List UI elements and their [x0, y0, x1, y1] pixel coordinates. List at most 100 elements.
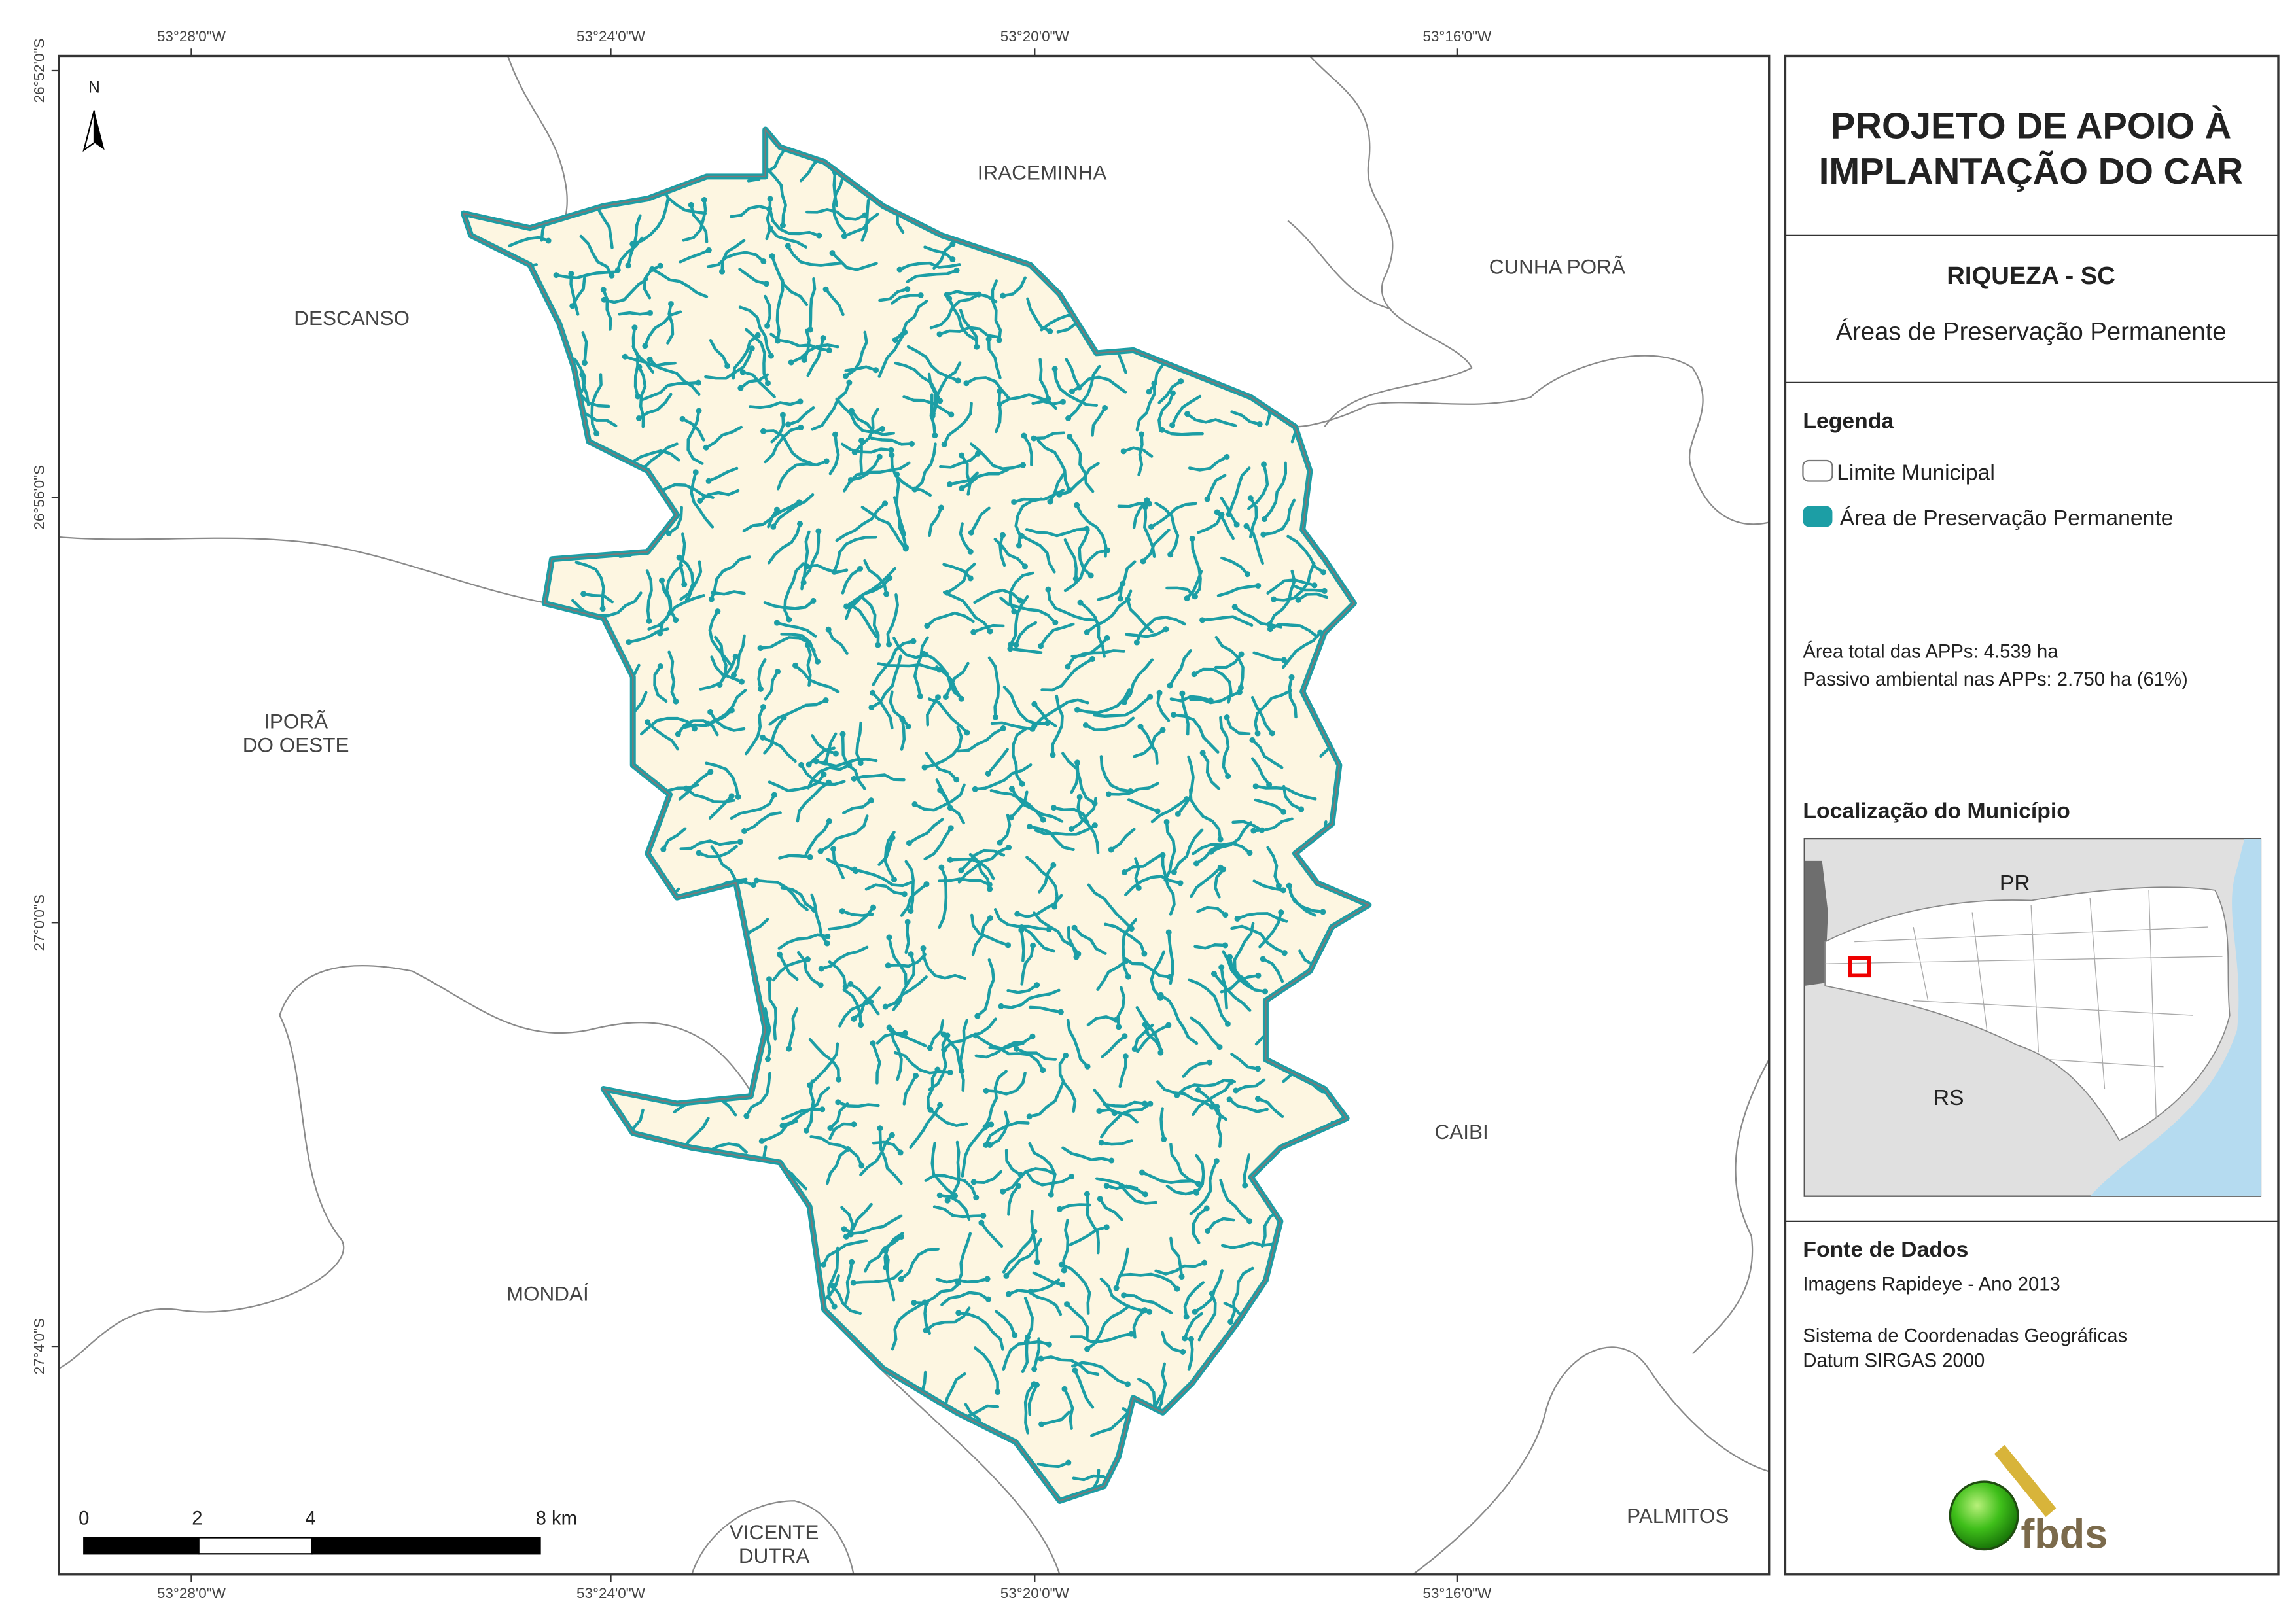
stream-end: [891, 876, 897, 882]
stream-end: [974, 1013, 981, 1019]
stream-end: [968, 529, 974, 536]
app-stream: [800, 529, 821, 591]
stream-end: [553, 272, 559, 279]
stream-end: [810, 597, 817, 604]
app-stream: [1250, 757, 1271, 786]
app-stream: [643, 310, 682, 348]
app-stream: [802, 328, 811, 362]
stream-end: [1222, 912, 1229, 918]
stream-end: [601, 296, 607, 303]
app-stream: [938, 865, 948, 929]
stream-end: [1034, 982, 1040, 988]
stream-end: [1163, 626, 1169, 633]
app-stream: [1186, 412, 1237, 427]
stream-end: [817, 982, 824, 988]
stream-end: [997, 388, 1003, 394]
stream-end: [1205, 1228, 1211, 1234]
stream-end: [1027, 824, 1033, 830]
app-stream: [654, 483, 715, 499]
app-stream: [770, 254, 809, 307]
app-stream: [970, 913, 1010, 947]
app-stream: [1150, 950, 1166, 1000]
stream-end: [737, 385, 744, 391]
stream-end: [1108, 846, 1114, 853]
app-stream: [883, 1232, 904, 1269]
stream-end: [1142, 504, 1148, 510]
app-stream: [890, 453, 932, 497]
app-stream: [960, 453, 972, 496]
app-stream: [1169, 1236, 1184, 1278]
stream-end: [757, 686, 764, 692]
stream-end: [1159, 427, 1165, 433]
app-stream: [1020, 926, 1056, 953]
stream-end: [1045, 586, 1051, 593]
app-stream: [662, 827, 687, 851]
app-stream: [1175, 1078, 1237, 1097]
stream-end: [1161, 1136, 1167, 1142]
app-stream: [972, 623, 1005, 634]
neighbor-label: CAIBI: [1434, 1120, 1488, 1143]
app-stream: [679, 839, 742, 850]
stream-end: [902, 544, 909, 551]
app-stream: [942, 1017, 997, 1051]
app-stream: [1096, 960, 1128, 991]
app-stream: [1127, 798, 1159, 813]
app-stream: [928, 1108, 968, 1128]
stream-end: [1261, 461, 1267, 468]
app-stream: [811, 381, 851, 431]
app-stream: [971, 916, 992, 956]
app-stream: [1033, 1337, 1041, 1371]
stream-end: [889, 1132, 895, 1138]
app-stream: [924, 1174, 978, 1199]
stream-end: [1220, 866, 1227, 873]
app-stream: [582, 592, 614, 604]
stream-end: [1117, 595, 1123, 602]
stream-end: [760, 704, 767, 710]
app-stream: [1058, 1203, 1091, 1211]
stream-end: [753, 877, 760, 884]
stream-end: [769, 253, 775, 260]
stream-end: [1147, 1100, 1154, 1107]
app-stream: [1098, 1197, 1123, 1221]
stream-end: [917, 292, 924, 298]
stream-end: [703, 444, 709, 451]
stream-end: [635, 393, 641, 400]
stream-end: [987, 915, 993, 922]
app-stream: [1227, 1098, 1269, 1113]
stream-end: [1059, 398, 1066, 405]
app-stream: [872, 640, 915, 686]
app-stream: [973, 763, 1033, 791]
app-stream: [666, 302, 675, 345]
stream-end: [936, 1192, 943, 1198]
stream-end: [842, 373, 849, 379]
legend-swatch: [1803, 506, 1833, 527]
stream-end: [705, 247, 712, 253]
stream-end: [970, 629, 977, 635]
stream-end: [1069, 388, 1075, 394]
neighbor-label: DESCANSO: [294, 306, 410, 330]
logo: fbds: [1949, 1444, 2108, 1557]
coord-label: 53°20'0"W: [1000, 1585, 1070, 1601]
stream-end: [645, 719, 651, 725]
stream-end: [792, 662, 799, 669]
stream-end: [1098, 1140, 1104, 1146]
stream-end: [1029, 1033, 1036, 1039]
stream-end: [797, 521, 804, 527]
app-stream: [906, 268, 959, 283]
app-stream: [707, 1142, 748, 1154]
app-stream: [974, 1346, 999, 1393]
stream-end: [1057, 1009, 1064, 1015]
stream-end: [1246, 850, 1253, 856]
app-stream: [1172, 713, 1220, 754]
stream-end: [1182, 1335, 1188, 1342]
app-stream: [1132, 498, 1149, 529]
stream-end: [770, 523, 777, 530]
stream-end: [1052, 620, 1059, 626]
stream-end: [1165, 1022, 1172, 1028]
stream-end: [1065, 415, 1072, 421]
stream-end: [1320, 909, 1326, 915]
stream-end: [1084, 1063, 1091, 1070]
stream-end: [849, 1259, 855, 1265]
stream-end: [1184, 411, 1191, 417]
app-stream: [804, 820, 831, 856]
